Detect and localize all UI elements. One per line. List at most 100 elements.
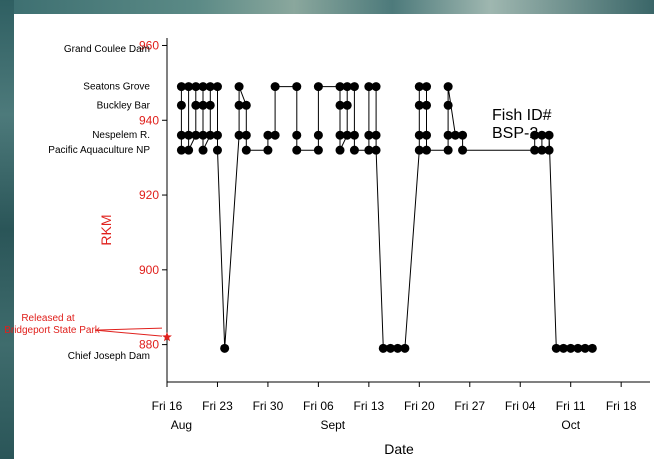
- track-point: [414, 145, 424, 155]
- track-point: [342, 82, 352, 92]
- track-point: [400, 343, 410, 353]
- track-point: [393, 343, 403, 353]
- track-point: [580, 343, 590, 353]
- y-tick-label: 900: [139, 263, 159, 277]
- track-point: [551, 343, 561, 353]
- track-point: [544, 145, 554, 155]
- track-point: [422, 100, 432, 110]
- track-point: [176, 145, 186, 155]
- track-point: [458, 145, 468, 155]
- track-point: [371, 82, 381, 92]
- track-point: [270, 130, 280, 140]
- track-point: [176, 130, 186, 140]
- track-point: [212, 145, 222, 155]
- x-tick-label: Fri 16: [152, 399, 183, 413]
- track-point: [335, 130, 345, 140]
- y-tick-label: 920: [139, 188, 159, 202]
- track-point: [573, 343, 583, 353]
- track-point: [292, 145, 302, 155]
- track-point: [349, 82, 359, 92]
- track-point: [205, 130, 215, 140]
- x-axis: Fri 16 Fri 23 Fri 30 Fri 06 Fri 13 Fri 20 Fri …: [152, 381, 650, 432]
- site-label: Nespelem R.: [92, 130, 150, 141]
- track-point: [335, 145, 345, 155]
- x-tick-label: Fri 23: [202, 399, 233, 413]
- track-point: [313, 130, 323, 140]
- track-point: [198, 130, 208, 140]
- track-point: [566, 343, 576, 353]
- x-tick-label: Fri 06: [303, 399, 334, 413]
- track-point: [364, 82, 374, 92]
- x-axis-label: Date: [384, 441, 414, 457]
- track-point: [371, 145, 381, 155]
- site-label: Grand Coulee Dam: [64, 44, 150, 55]
- month-label: Oct: [561, 418, 580, 432]
- track-point: [422, 145, 432, 155]
- site-label: Pacific Aquaculture NP: [48, 145, 150, 156]
- track-point: [198, 82, 208, 92]
- chart-panel: [14, 14, 654, 459]
- left-frame-border: [0, 0, 14, 459]
- track-point: [191, 82, 201, 92]
- track-point: [378, 343, 388, 353]
- y-axis: 880 900 920 940 960: [139, 38, 168, 382]
- track-point: [422, 82, 432, 92]
- track-point: [191, 100, 201, 110]
- y-tick-label: 880: [139, 338, 159, 352]
- month-label: Sept: [320, 418, 345, 432]
- x-tick-label: Fri 04: [505, 399, 536, 413]
- track-point: [234, 130, 244, 140]
- fish-id-value: BSP-2: [492, 125, 538, 142]
- x-tick-label: Fri 27: [454, 399, 485, 413]
- track-point: [241, 130, 251, 140]
- track-point: [587, 343, 597, 353]
- track-point: [198, 100, 208, 110]
- release-label-line2: Bridgeport State Park: [4, 325, 101, 336]
- track-point: [443, 145, 453, 155]
- track-point: [530, 145, 540, 155]
- track-point: [349, 130, 359, 140]
- track-point: [537, 145, 547, 155]
- track-point: [335, 82, 345, 92]
- track-point: [537, 130, 547, 140]
- track-point: [263, 145, 273, 155]
- track-point: [371, 130, 381, 140]
- track-point: [241, 145, 251, 155]
- release-arrow-2: [94, 327, 163, 331]
- track-point: [443, 130, 453, 140]
- x-tick-label: Fri 13: [354, 399, 385, 413]
- track-point: [184, 130, 194, 140]
- x-tick-label: Fri 30: [253, 399, 284, 413]
- track-point: [220, 343, 230, 353]
- site-labels: Grand Coulee Dam Seatons Grove Buckley Bar…: [48, 44, 150, 362]
- track-point: [450, 130, 460, 140]
- month-label: Aug: [171, 418, 192, 432]
- track-point: [335, 100, 345, 110]
- track-point: [364, 130, 374, 140]
- site-label: Buckley Bar: [97, 100, 151, 111]
- track-point: [212, 82, 222, 92]
- site-label: Seatons Grove: [83, 82, 150, 93]
- track-point: [544, 130, 554, 140]
- site-label: Chief Joseph Dam: [68, 351, 150, 362]
- track-point: [184, 145, 194, 155]
- track-point: [176, 82, 186, 92]
- y-tick-label: 940: [139, 113, 159, 127]
- track-point: [205, 100, 215, 110]
- track-point: [364, 145, 374, 155]
- track-point: [191, 130, 201, 140]
- track-point: [558, 343, 568, 353]
- track-point: [184, 82, 194, 92]
- release-label-line1: Released at: [21, 313, 75, 324]
- x-tick-label: Fri 20: [404, 399, 435, 413]
- track-point: [176, 100, 186, 110]
- track-point: [342, 130, 352, 140]
- track-point: [270, 82, 280, 92]
- y-tick-label: 960: [139, 38, 159, 52]
- track-point: [530, 130, 540, 140]
- track-point: [205, 82, 215, 92]
- track-point: [443, 82, 453, 92]
- track-point: [292, 130, 302, 140]
- track-point: [342, 100, 352, 110]
